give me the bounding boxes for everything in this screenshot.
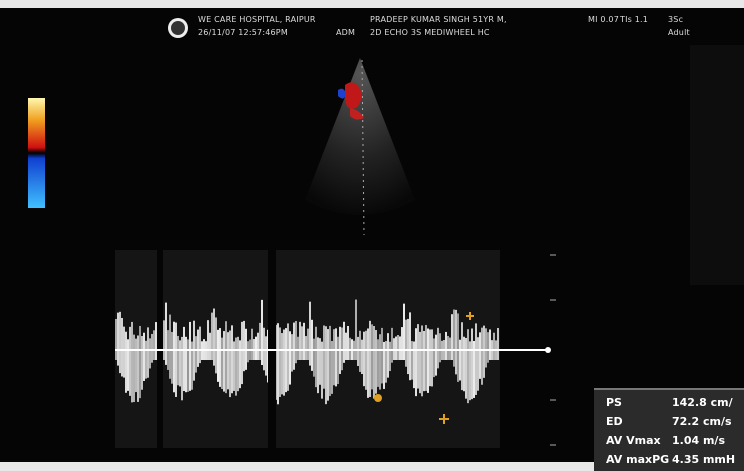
study: 2D ECHO 3S MEDIWHEEL HC (370, 28, 490, 37)
measurement-label: AV Vmax (606, 434, 661, 447)
measurement-label: AV maxPG (606, 453, 670, 466)
measurement-row: AV maxPG 4.35 mmH (594, 451, 744, 469)
hospital-name: WE CARE HOSPITAL, RAIPUR (198, 15, 316, 24)
color-bar (28, 98, 45, 208)
patient: PRADEEP KUMAR SINGH 51YR M, (370, 15, 507, 24)
measurement-label: ED (606, 415, 623, 428)
sector-image (305, 58, 415, 215)
measurement-value: 72.2 cm/s (672, 415, 732, 428)
top-edge (0, 0, 744, 8)
measurement-label: PS (606, 396, 622, 409)
measurement-row: AV Vmax 1.04 m/s (594, 432, 744, 450)
caliper-cross (466, 312, 474, 320)
measurement-value: 4.35 mmH (672, 453, 736, 466)
side-panel (690, 45, 744, 285)
baseline-marker (545, 347, 551, 353)
operator: ADM (336, 28, 356, 37)
tis: TIs 1.1 (620, 15, 649, 24)
measurement-value: 142.8 cm/ (672, 396, 733, 409)
date-time: 26/11/07 12:57:46PM (198, 28, 288, 37)
probe: 3Sc (668, 15, 684, 24)
measurement-value: 1.04 m/s (672, 434, 725, 447)
color-flow-blue (338, 88, 346, 99)
caliper-cross (439, 414, 449, 424)
color-flow-red (345, 82, 362, 109)
cursor-line (361, 59, 365, 236)
ge-logo-inner (171, 21, 185, 35)
spectrum (115, 299, 499, 405)
measurement-row: PS 142.8 cm/ (594, 394, 744, 412)
preset: Adult (668, 28, 690, 37)
color-flow-red-2 (350, 108, 364, 120)
mi: MI 0.07 (588, 15, 620, 24)
bottom-edge (0, 462, 744, 471)
measurement-row: ED 72.2 cm/s (594, 413, 744, 431)
caliper (374, 394, 382, 402)
measurement-box: PS 142.8 cm/ED 72.2 cm/s AV Vmax 1.04 m/s AV … (594, 388, 744, 471)
velocity-scale (550, 254, 556, 446)
